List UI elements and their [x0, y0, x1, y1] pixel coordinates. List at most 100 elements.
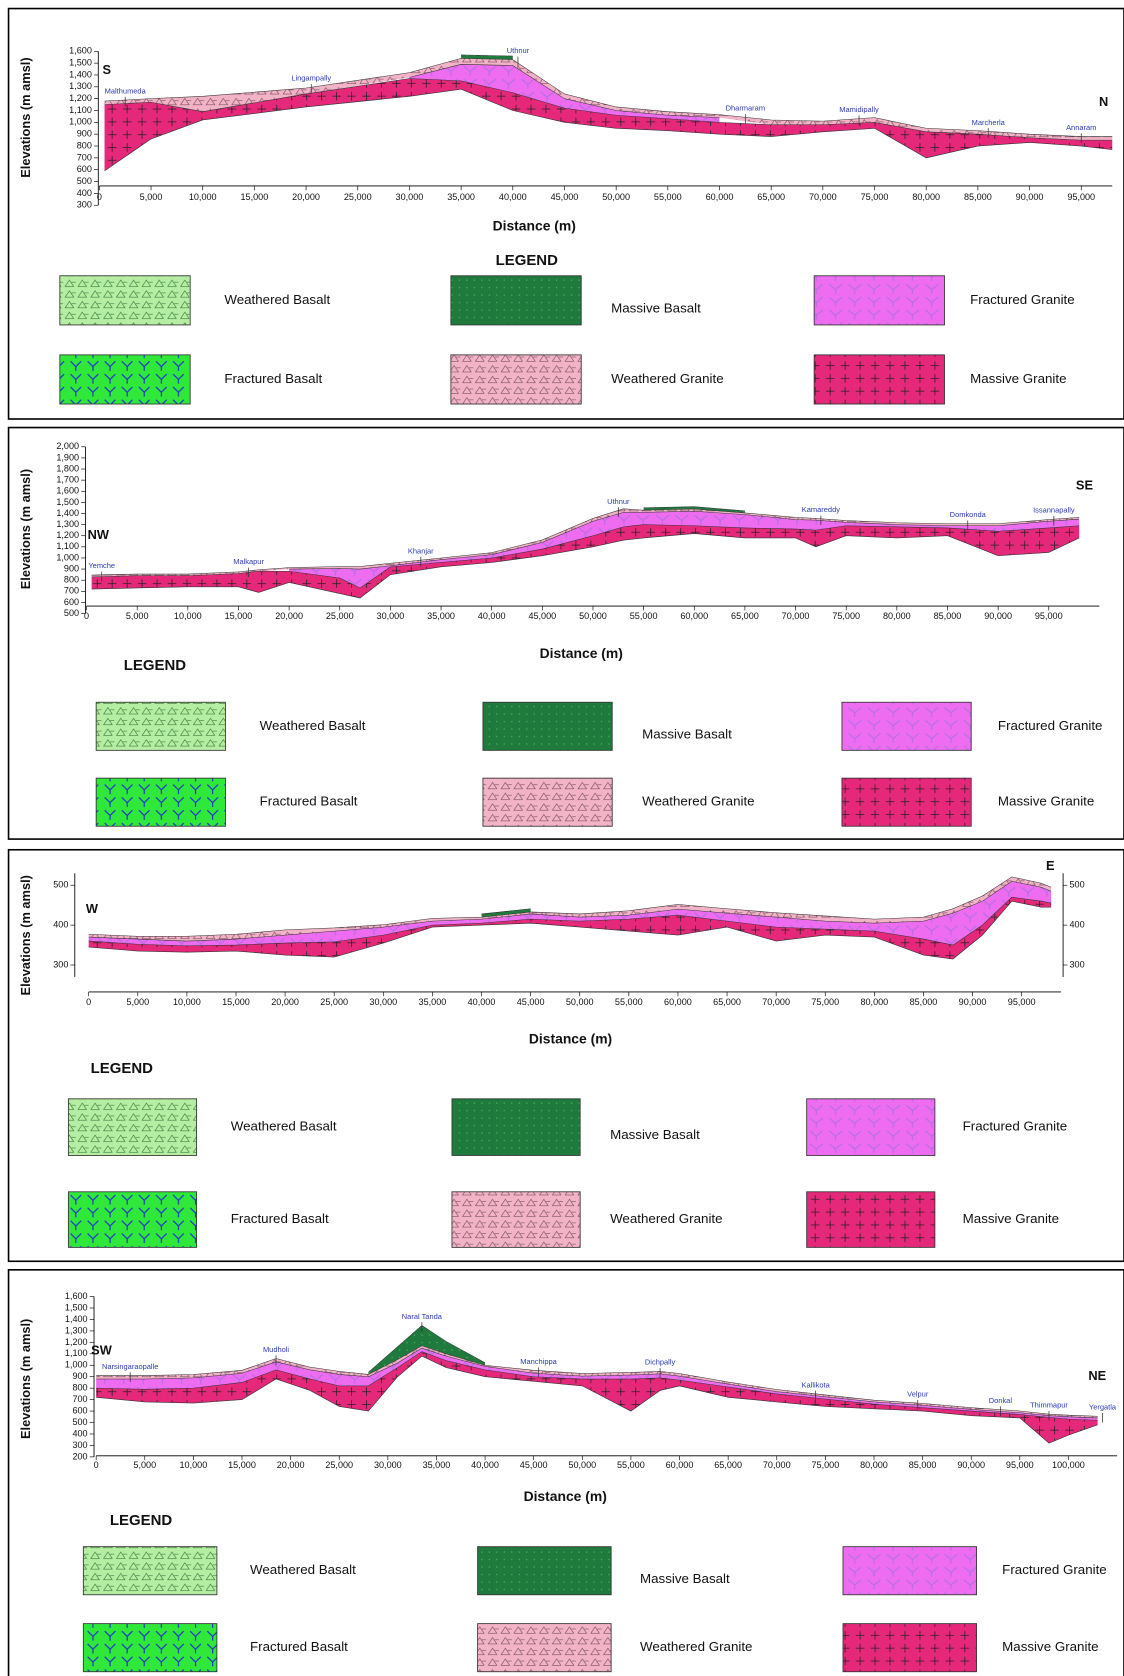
x-tick-label: 15,000 [241, 192, 269, 202]
legend-label: Weathered Basalt [250, 1562, 356, 1577]
legend-texture [807, 1099, 935, 1156]
y-tick-label: 700 [64, 586, 79, 596]
y-tick-label: 600 [72, 1405, 87, 1415]
y-tick-label: 400 [53, 920, 68, 930]
legend-label: Massive Granite [963, 1211, 1059, 1226]
y-tick-label: 600 [64, 597, 79, 607]
y-tick-label: 1,100 [69, 105, 92, 115]
legend-texture [96, 702, 225, 750]
legend-texture [452, 1192, 580, 1248]
x-tick-label: 60,000 [680, 611, 708, 621]
x-tick-label: 35,000 [423, 1460, 451, 1470]
y-tick-label: 1,400 [56, 508, 79, 518]
place-label: Narsingaraopalle [102, 1362, 158, 1371]
place-label: Domkonda [950, 510, 987, 519]
y-tick-label: 500 [53, 880, 68, 890]
y-tick-label: 500 [64, 608, 79, 618]
x-tick-label: 65,000 [731, 611, 759, 621]
y-tick-label: 500 [72, 1417, 87, 1427]
y-tick-label: 1,400 [69, 69, 92, 79]
legend-texture [451, 276, 581, 325]
x-tick-label: 65,000 [757, 192, 785, 202]
x-tick-label: 80,000 [860, 997, 888, 1007]
y-axis-title: Elevations (m amsl) [18, 875, 33, 995]
place-label: Kamareddy [802, 505, 840, 514]
x-tick-label: 5,000 [140, 192, 163, 202]
x-tick-label: 55,000 [617, 1460, 645, 1470]
place-label: Uthnur [507, 46, 530, 55]
legend-texture [842, 778, 971, 826]
legend-texture [68, 1099, 196, 1156]
x-tick-label: 20,000 [292, 192, 320, 202]
legend-texture [60, 355, 190, 404]
x-tick-label: 60,000 [664, 997, 692, 1007]
y-tick-label: 700 [77, 152, 92, 162]
legend-title: LEGEND [124, 657, 186, 674]
y2-tick-label: 500 [1070, 880, 1085, 890]
x-tick-label: 10,000 [173, 997, 201, 1007]
legend-texture [83, 1547, 217, 1595]
direction-start: W [86, 901, 99, 916]
y-tick-label: 1,200 [69, 93, 92, 103]
place-label: Kallikota [802, 1380, 831, 1389]
figure: 3004005006007008009001,0001,1001,2001,30… [0, 0, 1124, 1676]
x-tick-label: 85,000 [910, 997, 938, 1007]
place-label: Donkal [989, 1396, 1013, 1405]
legend-title: LEGEND [496, 252, 558, 269]
x-tick-label: 0 [94, 1460, 99, 1470]
x-tick-label: 5,000 [126, 611, 149, 621]
y-tick-label: 300 [77, 200, 92, 210]
place-label: Uthnur [607, 497, 630, 506]
x-tick-label: 85,000 [964, 192, 992, 202]
place-label: Thimmapur [1030, 1401, 1068, 1410]
x-tick-label: 70,000 [763, 1460, 791, 1470]
x-axis-title: Distance (m) [540, 645, 623, 661]
x-tick-label: 60,000 [666, 1460, 694, 1470]
legend-texture [478, 1624, 612, 1672]
y-tick-label: 1,600 [65, 1291, 88, 1301]
y-tick-label: 1,000 [69, 117, 92, 127]
x-tick-label: 15,000 [228, 1460, 256, 1470]
x-tick-label: 85,000 [934, 611, 962, 621]
x-tick-label: 55,000 [630, 611, 658, 621]
legend-label: Fractured Basalt [250, 1639, 348, 1654]
x-tick-label: 45,000 [517, 997, 545, 1007]
x-tick-label: 75,000 [832, 611, 860, 621]
legend-label: Massive Basalt [611, 300, 701, 315]
x-tick-label: 90,000 [957, 1460, 985, 1470]
x-tick-label: 50,000 [579, 611, 607, 621]
legend-texture [814, 355, 944, 404]
place-label: Annaram [1066, 123, 1096, 132]
x-axis-title: Distance (m) [524, 1488, 607, 1504]
y-tick-label: 1,300 [65, 1325, 88, 1335]
y-tick-label: 1,500 [69, 58, 92, 68]
x-tick-label: 65,000 [714, 1460, 742, 1470]
background [0, 0, 1124, 1676]
y-tick-label: 900 [64, 563, 79, 573]
legend-texture [478, 1547, 612, 1595]
legend-texture [814, 276, 944, 325]
x-tick-label: 0 [97, 192, 102, 202]
x-tick-label: 55,000 [615, 997, 643, 1007]
x-tick-label: 60,000 [706, 192, 734, 202]
x-tick-label: 75,000 [811, 997, 839, 1007]
x-tick-label: 40,000 [478, 611, 506, 621]
y-tick-label: 200 [72, 1451, 87, 1461]
place-label: Manchippa [520, 1357, 557, 1366]
direction-start: S [103, 62, 112, 77]
legend-texture [83, 1624, 217, 1672]
x-tick-label: 30,000 [374, 1460, 402, 1470]
y-tick-label: 1,000 [65, 1360, 88, 1370]
x-tick-label: 35,000 [447, 192, 475, 202]
y2-tick-label: 400 [1070, 920, 1085, 930]
legend-texture [451, 355, 581, 404]
x-tick-label: 40,000 [499, 192, 527, 202]
x-tick-label: 15,000 [222, 997, 250, 1007]
x-tick-label: 45,000 [520, 1460, 548, 1470]
x-axis-title: Distance (m) [493, 217, 576, 233]
x-tick-label: 75,000 [861, 192, 889, 202]
y-tick-label: 900 [77, 129, 92, 139]
legend-title: LEGEND [91, 1060, 153, 1077]
legend-label: Fractured Basalt [260, 794, 358, 809]
y-tick-label: 300 [72, 1440, 87, 1450]
